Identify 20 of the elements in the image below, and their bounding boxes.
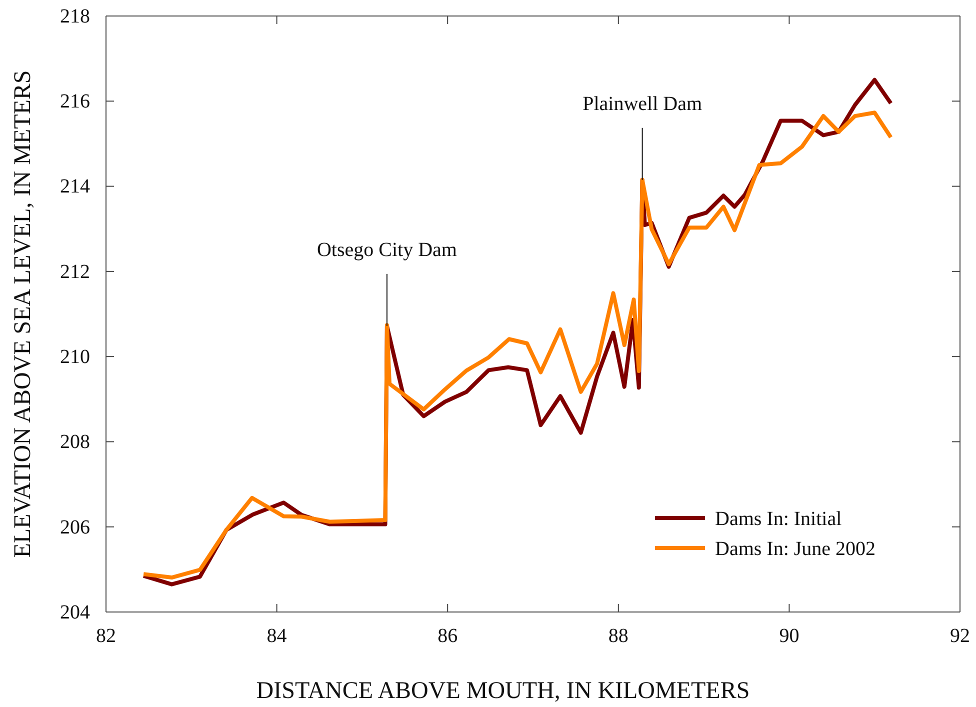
y-tick-label: 214 [60, 176, 90, 198]
y-tick-label: 210 [60, 346, 90, 368]
annotation: Plainwell Dam [582, 92, 702, 115]
y-tick-label: 218 [60, 5, 90, 28]
x-axis-title: DISTANCE ABOVE MOUTH, IN KILOMETERS [256, 678, 750, 704]
x-tick-label: 90 [779, 625, 800, 648]
y-tick-label: 208 [60, 431, 90, 454]
x-tick-label: 84 [266, 625, 287, 648]
x-tick-label: 92 [950, 625, 970, 648]
y-tick-label: 206 [60, 516, 90, 538]
x-tick-label: 86 [438, 625, 458, 648]
annotation: Otsego City Dam [316, 238, 458, 261]
y-tick-label: 212 [60, 260, 90, 283]
y-axis-title: ELEVATION ABOVE SEA LEVEL, IN METERS [10, 70, 36, 558]
x-tick-label: 82 [96, 625, 116, 648]
x-tick-label: 88 [608, 625, 628, 648]
y-tick-label: 204 [60, 601, 90, 624]
legend-label: Dams In: June 2002 [715, 538, 876, 560]
legend-label: Dams In: Initial [715, 508, 842, 530]
y-tick-label: 216 [60, 90, 90, 113]
